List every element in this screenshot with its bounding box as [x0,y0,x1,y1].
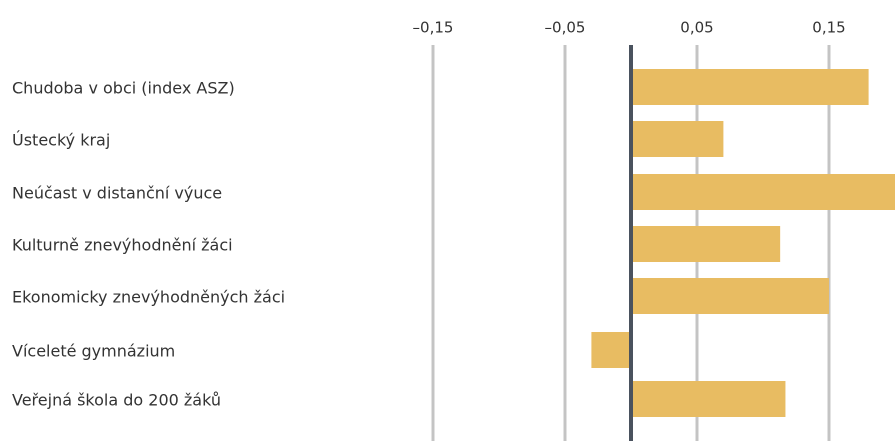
bar [631,69,869,105]
category-label: Veřejná škola do 200 žáků [12,391,221,410]
category-label: Víceleté gymnázium [12,342,175,361]
bar [631,278,829,314]
x-tick-label: 0,05 [680,19,713,37]
bar [591,332,631,368]
bar [631,381,786,417]
bar [631,121,724,157]
x-tick-label: –0,15 [413,19,454,37]
category-label: Neúčast v distanční výuce [12,184,222,203]
bar [631,174,895,210]
category-label: Kulturně znevýhodnění žáci [12,236,233,255]
category-label: Chudoba v obci (index ASZ) [12,79,235,98]
category-label: Ekonomicky znevýhodněných žáci [12,288,285,307]
bar [631,226,781,262]
x-tick-label: 0,15 [812,19,845,37]
x-tick-label: –0,05 [545,19,586,37]
category-label: Ústecký kraj [12,131,110,150]
